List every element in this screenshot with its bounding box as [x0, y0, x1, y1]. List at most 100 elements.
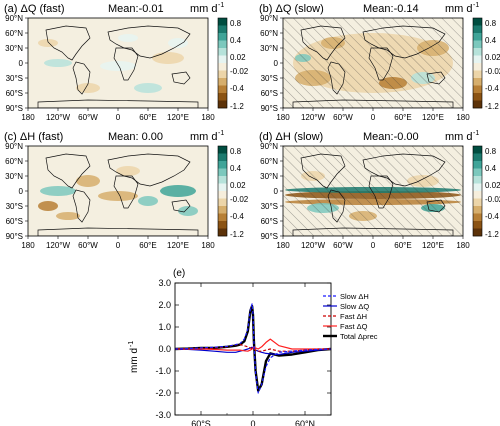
colorbar-tick-label: 0.4	[230, 36, 242, 45]
colorbar-tick-label: 0.02	[485, 181, 500, 190]
lon-tick-label: 60°E	[139, 241, 156, 250]
anomaly-field	[76, 83, 100, 93]
lat-tick-label: 0	[19, 187, 24, 196]
colorbar-swatch	[218, 176, 227, 184]
colorbar-swatch	[473, 33, 482, 41]
panel-d-title: (d) ΔH (slow)	[259, 131, 323, 143]
coastline	[426, 199, 446, 213]
colorbar-tick-label: -0.02	[485, 67, 500, 76]
colorbar-swatch	[473, 78, 482, 86]
lat-tick-label: 60°S	[6, 217, 23, 226]
colorbar-tick-label: -0.02	[230, 195, 249, 204]
y-tick-label: 1.0	[158, 322, 171, 332]
anomaly-field	[160, 185, 196, 197]
significance-hatching	[283, 146, 463, 236]
colorbar-tick-label: 0.8	[230, 147, 242, 156]
lat-tick-label: 30°S	[6, 74, 23, 83]
anomaly-field	[38, 201, 58, 211]
lon-tick-label: 0	[116, 241, 121, 250]
panel-c-mean: Mean: 0.00	[108, 131, 163, 143]
lon-tick-label: 180	[276, 113, 290, 122]
lat-tick-label: 0	[19, 59, 24, 68]
map-panel-a: (a) ΔQ (fast) Mean:-0.01 mm d -1 90°N 60°…	[4, 2, 249, 122]
colorbar-tick-label: 0.8	[230, 19, 242, 28]
y-tick-label: -2.0	[155, 388, 171, 398]
lat-tick-label: 90°N	[260, 14, 278, 23]
lon-tick-label: 180	[21, 241, 35, 250]
colorbar-swatch	[218, 191, 227, 199]
svg-text:mm d: mm d	[445, 3, 473, 15]
svg-text:mm d: mm d	[190, 131, 218, 143]
lat-tick-label: 90°S	[261, 232, 278, 241]
colorbar-tick-label: 0.4	[485, 164, 497, 173]
lat-tick-label: 90°N	[5, 14, 23, 23]
colorbar-swatch	[218, 93, 227, 101]
coastline	[107, 25, 191, 59]
colorbar-tick-label: -1.2	[230, 230, 244, 239]
lat-tick-label: 60°S	[6, 89, 23, 98]
panel-b-title: (b) ΔQ (slow)	[259, 3, 324, 15]
lon-tick-label: 60°W	[78, 113, 98, 122]
panel-d-mean: Mean:-0.00	[363, 131, 419, 143]
svg-text:mm d: mm d	[445, 131, 473, 143]
colorbar-tick-label: -0.02	[485, 195, 500, 204]
coastline	[37, 99, 199, 108]
coastline	[113, 175, 139, 209]
lon-tick-label: 120°E	[167, 241, 189, 250]
colorbar-tick-label: 0.02	[230, 181, 246, 190]
colorbar-b: 0.8 0.4 0.02 -0.02 -0.4 -1.2	[472, 17, 500, 111]
colorbar-swatch	[218, 228, 227, 237]
anomaly-field	[40, 186, 76, 196]
lat-tick-label: 90°N	[5, 142, 23, 151]
anomaly-field	[100, 61, 136, 71]
coastline	[171, 199, 191, 213]
anomaly-field	[98, 191, 138, 201]
lon-tick-label: 120°E	[422, 113, 444, 122]
lon-tick-label: 120°E	[167, 113, 189, 122]
colorbar-swatch	[218, 206, 227, 214]
colorbar-swatch	[473, 206, 482, 214]
lat-tick-label: 30°N	[260, 44, 278, 53]
colorbar-frame	[217, 145, 228, 237]
lon-tick-label: 0	[116, 113, 121, 122]
panel-d-unit: mm d -1	[445, 130, 479, 143]
legend-label: Slow ΔH	[340, 292, 369, 301]
lat-tick-label: 30°S	[261, 202, 278, 211]
colorbar-swatch	[473, 70, 482, 79]
coastline	[362, 153, 446, 187]
lon-tick-label: 120°W	[46, 113, 71, 122]
lat-tick-label: 30°S	[6, 202, 23, 211]
colorbar-swatch	[218, 221, 227, 229]
colorbar-tick-label: 0.02	[230, 53, 246, 62]
y-tick-label: 0.0	[158, 344, 171, 354]
series-line-slow-h	[174, 303, 332, 394]
colorbar-swatch	[473, 25, 482, 34]
panel-b-mean: Mean:-0.14	[363, 3, 419, 15]
colorbar-tick-label: -0.02	[230, 67, 249, 76]
colorbar-swatch	[218, 40, 227, 49]
colorbar-c: 0.8 0.4 0.02 -0.02 -0.4 -1.2	[217, 145, 249, 239]
coastline	[37, 227, 199, 236]
anomaly-field	[152, 52, 184, 64]
lon-tick-label: 120°E	[422, 241, 444, 250]
colorbar-swatch	[218, 70, 227, 79]
panel-a-mean: Mean:-0.01	[108, 3, 164, 15]
y-tick-label: 3.0	[158, 278, 171, 288]
lat-tick-label: 30°N	[260, 172, 278, 181]
colorbar-tick-label: 0.4	[230, 164, 242, 173]
colorbar-swatch	[473, 40, 482, 49]
colorbar-tick-label: -0.4	[230, 212, 244, 221]
colorbar-swatch	[218, 161, 227, 169]
colorbar-swatch	[218, 100, 227, 109]
colorbar-swatch	[473, 153, 482, 162]
anomaly-field	[168, 38, 188, 48]
anomaly-field	[118, 34, 138, 42]
lat-tick-label: 60°S	[261, 217, 278, 226]
lat-tick-label: 90°N	[260, 142, 278, 151]
colorbar-a: 0.8 0.4 0.02 -0.02 -0.4 -1.2	[217, 17, 249, 111]
anomaly-field	[138, 196, 158, 206]
colorbar-swatch	[473, 161, 482, 169]
